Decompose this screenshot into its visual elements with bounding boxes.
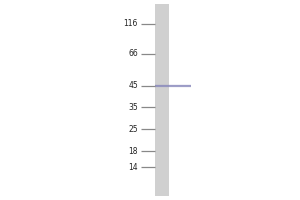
Text: 25: 25 [128, 124, 138, 134]
Text: 18: 18 [128, 146, 138, 156]
Bar [154, 85, 190, 87]
Bar [154, 4, 169, 196]
Text: 35: 35 [128, 102, 138, 112]
Text: 66: 66 [128, 49, 138, 58]
Text: 45: 45 [128, 81, 138, 90]
Text: 14: 14 [128, 162, 138, 171]
Text: 116: 116 [124, 20, 138, 28]
